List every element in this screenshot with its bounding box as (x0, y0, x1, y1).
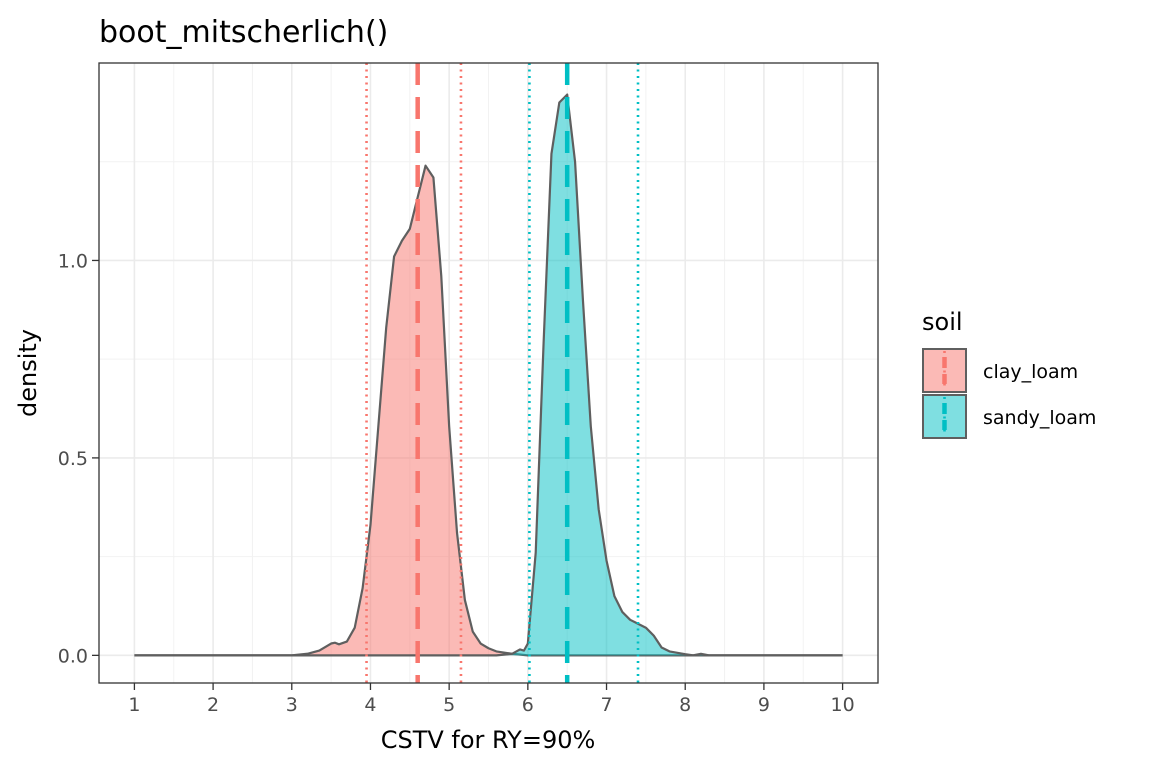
x-tick-label: 3 (286, 694, 298, 716)
x-tick-label: 4 (364, 694, 376, 716)
x-tick-label: 6 (522, 694, 534, 716)
x-tick-label: 8 (679, 694, 691, 716)
x-axis-title: CSTV for RY=90% (381, 726, 596, 754)
density-outline-sandy_loam (134, 93, 843, 657)
y-tick-label: 0.0 (58, 645, 88, 667)
y-axis-title: density (14, 329, 42, 417)
density-outline-clay_loam (134, 164, 843, 657)
y-tick-label: 0.5 (58, 448, 88, 470)
y-axis: 0.0 0.5 1.0 (58, 250, 99, 667)
chart-title: boot_mitscherlich() (99, 15, 388, 50)
y-tick-label: 1.0 (58, 250, 88, 272)
x-tick-label: 2 (207, 694, 219, 716)
legend-label-clay_loam: clay_loam (983, 361, 1078, 383)
reference-lines (365, 63, 640, 683)
legend-title: soil (922, 308, 963, 336)
legend-label-sandy_loam: sandy_loam (983, 407, 1096, 429)
plot-border (98, 62, 879, 684)
legend: soil clay_loam sandy_loam (922, 308, 1096, 439)
x-tick-label: 9 (758, 694, 770, 716)
x-tick-label: 1 (128, 694, 140, 716)
x-tick-label: 7 (600, 694, 612, 716)
x-tick-label: 10 (830, 694, 854, 716)
x-axis: 1 2 3 4 5 6 7 8 9 10 (128, 683, 855, 716)
density-areas (134, 93, 843, 657)
x-tick-label: 5 (443, 694, 455, 716)
